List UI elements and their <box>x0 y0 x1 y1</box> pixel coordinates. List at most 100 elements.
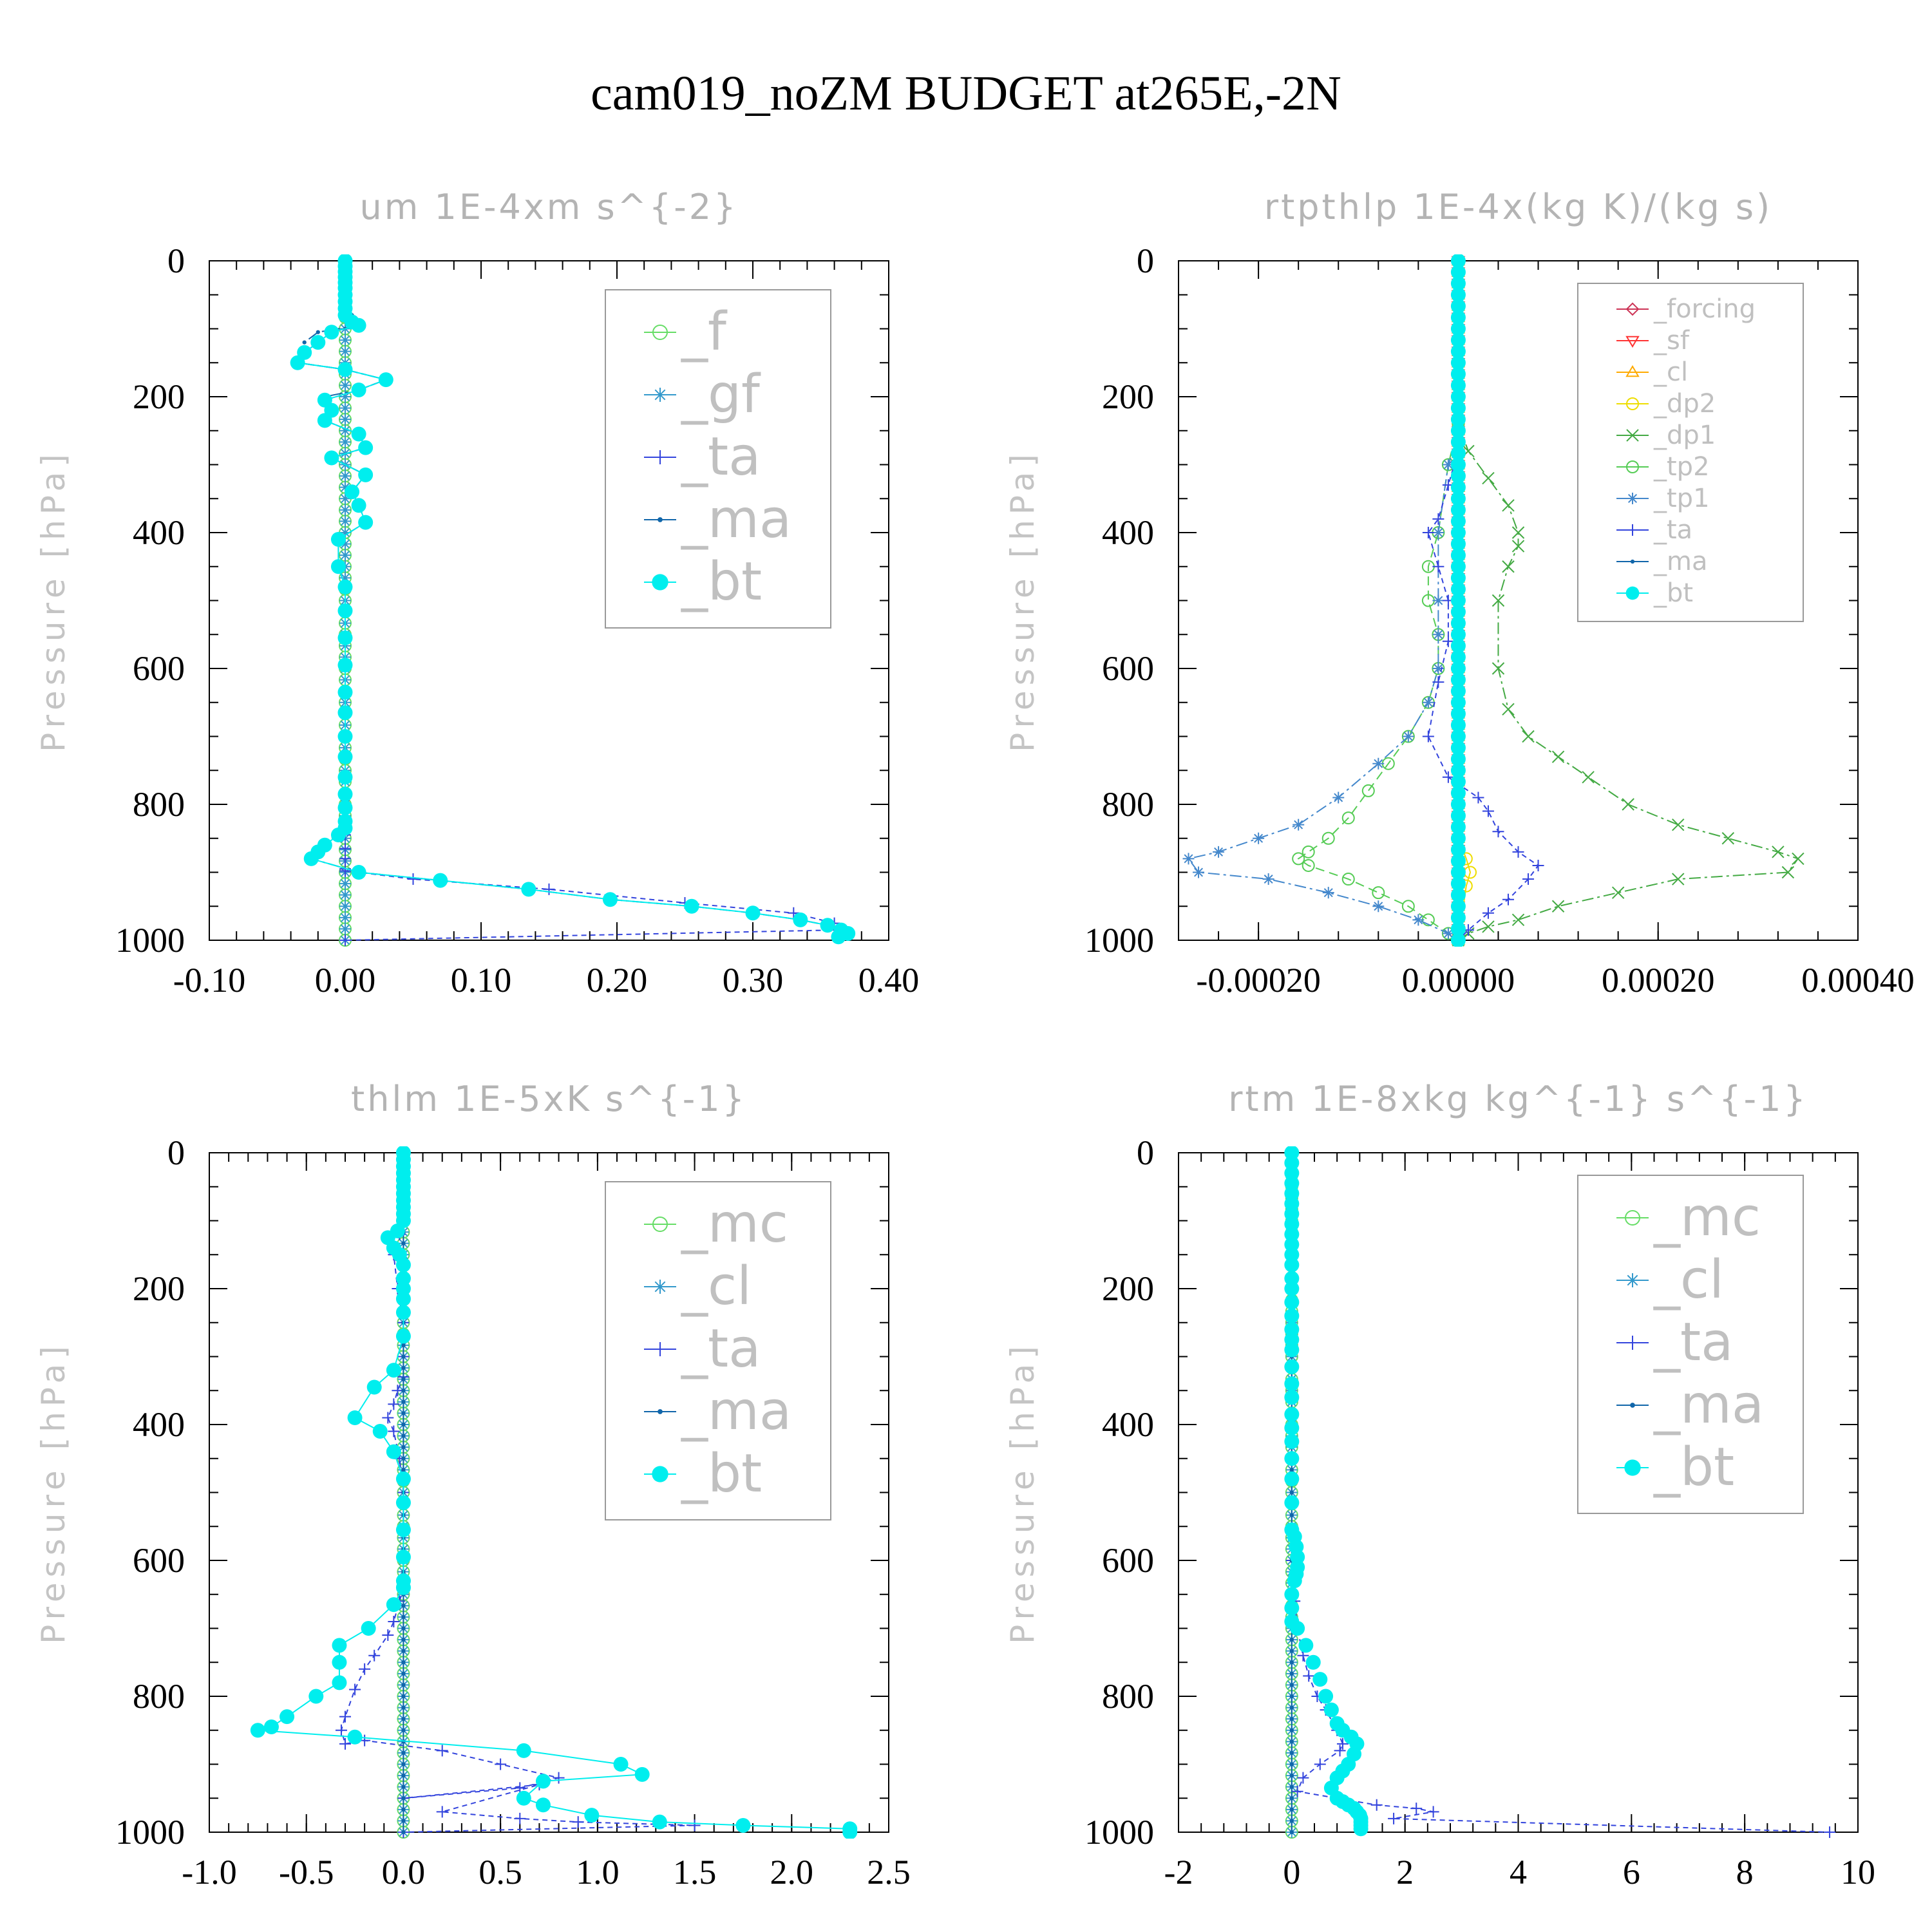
data-point <box>514 1812 526 1824</box>
data-point <box>584 1808 600 1823</box>
data-point <box>1412 914 1425 926</box>
data-point <box>1284 1587 1300 1602</box>
data-point <box>688 1819 701 1832</box>
data-point <box>401 1694 406 1699</box>
data-point <box>324 325 339 340</box>
data-point <box>842 1824 858 1839</box>
data-point <box>1297 1772 1309 1784</box>
data-point <box>1482 907 1494 919</box>
y-tick-label: 800 <box>1102 1677 1154 1716</box>
data-point <box>347 1410 363 1425</box>
data-point <box>1450 729 1466 744</box>
data-point <box>1450 616 1466 631</box>
data-point <box>401 1456 406 1461</box>
data-point <box>1289 1830 1294 1835</box>
data-point <box>317 413 332 428</box>
legend-label: _ta <box>1653 515 1692 545</box>
legend-item-mc: _mc <box>1616 1187 1761 1248</box>
data-point <box>1450 513 1466 529</box>
legend-item-bt: _bt <box>644 551 762 612</box>
data-point <box>401 1399 406 1404</box>
data-point <box>1442 635 1454 647</box>
data-point <box>1432 676 1444 688</box>
legend-item-sf: _sf <box>1616 326 1690 355</box>
data-point <box>1450 377 1466 393</box>
data-point <box>358 467 374 482</box>
data-point <box>339 889 351 901</box>
y-tick-label: 200 <box>133 1269 185 1308</box>
data-point <box>1450 865 1466 880</box>
data-point <box>351 865 366 880</box>
data-point <box>553 1772 565 1784</box>
data-point <box>1353 1821 1368 1837</box>
data-point <box>339 900 351 913</box>
data-point <box>1450 717 1466 733</box>
legend-label: _cl <box>1653 357 1688 387</box>
data-point <box>1721 832 1735 845</box>
data-point <box>401 1785 406 1789</box>
data-point <box>433 873 448 888</box>
data-point <box>401 1615 406 1620</box>
legend-item-ma: _ma <box>1616 547 1707 576</box>
data-point <box>330 532 346 547</box>
legend-label: _ta <box>1653 1312 1733 1373</box>
data-point <box>395 1580 411 1595</box>
data-point <box>1289 1773 1294 1778</box>
series-line <box>1187 437 1459 941</box>
series-line <box>1297 423 1459 941</box>
data-point <box>1450 695 1466 710</box>
y-tick-label: 200 <box>1102 1269 1154 1308</box>
panel-2: rtpthlp 1E-4x(kg K)/(kg s) Pressure [hPa]… <box>1004 187 1915 999</box>
data-point <box>358 440 374 455</box>
data-point <box>303 851 319 866</box>
data-point <box>1492 662 1505 675</box>
series-ta <box>1422 445 1544 946</box>
data-point <box>395 1522 411 1538</box>
legend-label: _ma <box>681 489 791 550</box>
legend-item-ta: _ta <box>644 1318 761 1379</box>
data-point <box>330 559 346 574</box>
data-point <box>1289 1796 1294 1801</box>
series-group <box>1182 254 1804 947</box>
data-point <box>1289 1705 1294 1710</box>
data-point <box>1336 1738 1349 1750</box>
data-point <box>1772 846 1785 858</box>
data-point <box>1401 900 1415 913</box>
data-point <box>1511 913 1525 927</box>
legend-item-ta: _ta <box>644 426 761 488</box>
data-point <box>382 1629 394 1642</box>
data-point <box>401 1773 406 1778</box>
data-point <box>1284 1281 1300 1296</box>
legend-marker <box>1625 586 1640 600</box>
data-point <box>401 1434 406 1438</box>
data-point <box>1422 730 1434 743</box>
x-tick-label: -1.0 <box>182 1853 236 1891</box>
data-point <box>1450 434 1466 450</box>
legend-label: _tp1 <box>1653 484 1710 513</box>
data-point <box>1482 920 1495 933</box>
data-point <box>1253 832 1265 844</box>
x-tick-label: 0.40 <box>858 961 920 999</box>
data-point <box>1450 853 1466 869</box>
data-point <box>1289 1671 1294 1676</box>
y-tick-label: 600 <box>133 649 185 688</box>
legend-label: _ma <box>681 1381 791 1442</box>
data-point <box>1450 310 1466 325</box>
data-point <box>401 1411 406 1416</box>
data-point <box>735 1817 751 1833</box>
data-point <box>1284 1376 1300 1392</box>
data-point <box>1289 1649 1294 1653</box>
data-point <box>820 918 835 933</box>
data-point <box>1341 811 1355 825</box>
data-point <box>351 426 366 442</box>
data-point <box>386 1363 401 1378</box>
data-point <box>388 1398 400 1410</box>
data-point <box>1450 446 1466 461</box>
y-tick-label: 600 <box>1102 649 1154 688</box>
legend-marker <box>653 1342 667 1356</box>
data-point <box>1370 1799 1383 1811</box>
legend-box <box>605 1181 831 1520</box>
y-tick-label: 0 <box>167 1133 185 1172</box>
legend-box <box>1577 1175 1804 1514</box>
